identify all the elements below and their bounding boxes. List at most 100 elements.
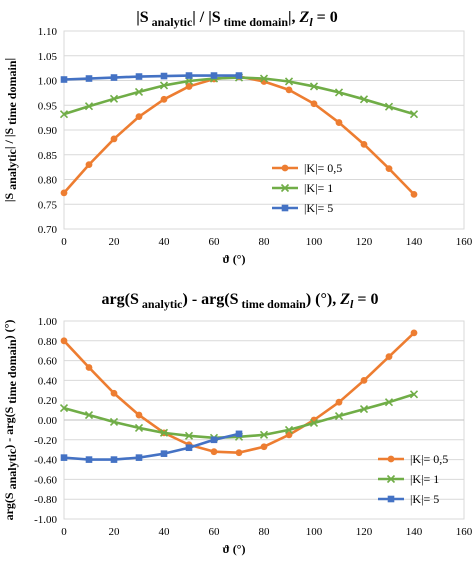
data-point (135, 454, 143, 461)
chart-title: arg(S analytic) - arg(S time domain) (°)… (102, 291, 379, 311)
data-point (160, 72, 168, 80)
data-point (360, 377, 368, 384)
y-tick-label: 0.00 (38, 415, 58, 427)
data-point (85, 456, 93, 463)
data-point (60, 454, 68, 461)
data-point (59, 404, 69, 413)
x-tick-label: 120 (356, 236, 373, 248)
title-part: time domain (5, 60, 19, 128)
chart-1: |S analytic| / |S time domain|, Zl = 00.… (2, 9, 473, 266)
data-point (285, 86, 293, 94)
x-tick-label: 0 (61, 236, 67, 248)
y-tick-label: 0.85 (38, 150, 58, 162)
title-part: | (2, 58, 16, 61)
data-point (334, 411, 344, 421)
title-part: ) (°) (2, 320, 16, 340)
x-tick-label: 100 (306, 526, 323, 538)
title-part: analytic (149, 15, 193, 29)
legend: |K|= 0,5 |K|= 1 |K|= 5 (272, 161, 342, 215)
title-part: | / |S (192, 9, 220, 26)
data-point (210, 448, 218, 456)
data-point (210, 436, 218, 444)
data-point (84, 102, 94, 111)
x-tick-label: 40 (159, 526, 171, 538)
legend-marker (280, 183, 290, 193)
legend-label: |K|= 1 (304, 181, 333, 195)
y-axis-label: arg(S analytic) - arg(S time domain) (°) (2, 320, 19, 521)
data-point (109, 417, 119, 427)
data-point (84, 410, 94, 420)
title-part: = 0 (353, 291, 378, 308)
x-tick-label: 0 (61, 526, 67, 538)
title-part: |, (288, 9, 300, 26)
series-line (63, 75, 415, 196)
y-axis-label: |S analytic| / |S time domain| (2, 58, 19, 202)
data-point (110, 135, 118, 143)
legend-marker (281, 204, 289, 212)
x-tick-label: 140 (406, 526, 423, 538)
data-point (385, 353, 393, 361)
data-point (159, 81, 169, 90)
data-point (360, 140, 368, 148)
y-tick-label: -0.80 (34, 494, 57, 506)
y-tick-label: 1.10 (38, 26, 58, 38)
data-point (409, 390, 419, 399)
data-point (384, 102, 394, 111)
data-point (85, 161, 93, 169)
y-tick-label: 0.70 (38, 224, 58, 236)
title-part: ) - arg(S (2, 406, 16, 448)
data-point (185, 444, 193, 452)
legend-marker (387, 495, 395, 503)
x-tick-label: 80 (259, 526, 271, 538)
data-point (160, 95, 168, 103)
legend-marker (387, 455, 395, 463)
title-part: = 0 (313, 9, 338, 26)
y-tick-label: 0.80 (38, 336, 58, 348)
x-tick-label: 60 (209, 526, 221, 538)
x-tick-label: 100 (306, 236, 323, 248)
y-tick-label: 1.05 (38, 51, 58, 63)
legend: |K|= 0,5 |K|= 1 |K|= 5 (378, 452, 448, 506)
y-tick-label: -0.40 (34, 455, 57, 467)
data-point (185, 72, 193, 79)
title-part: |S (136, 9, 149, 26)
y-tick-label: 0.40 (38, 375, 58, 387)
data-point (135, 73, 143, 80)
data-point (134, 423, 144, 432)
data-point (384, 398, 394, 407)
title-part: time domain (239, 297, 307, 311)
data-point (60, 189, 68, 197)
data-point (409, 110, 419, 119)
title-part: | / |S (2, 128, 16, 150)
title-part: Z (299, 9, 310, 26)
title-part: arg(S (102, 291, 139, 308)
data-point (309, 418, 319, 428)
legend-label: |K|= 5 (304, 201, 333, 215)
data-point (259, 430, 269, 439)
data-point (259, 74, 269, 83)
data-point (359, 405, 369, 414)
title-part: analytic (5, 148, 19, 192)
title-part: ) - arg(S (183, 291, 239, 308)
data-point (160, 450, 168, 457)
title-part: analytic (139, 297, 183, 311)
x-axis-label: ϑ (°) (223, 542, 246, 556)
data-point (359, 95, 369, 104)
data-point (310, 100, 318, 108)
title-part: Z (339, 291, 350, 308)
data-point (185, 83, 193, 90)
y-tick-label: 0.75 (38, 199, 58, 211)
title-part: |S (2, 193, 16, 203)
data-point (60, 76, 68, 83)
legend-label: |K|= 0,5 (410, 452, 448, 466)
y-tick-label: -0.20 (34, 435, 57, 447)
data-point (335, 119, 343, 126)
data-point (285, 431, 293, 439)
x-tick-label: 20 (109, 526, 121, 538)
data-point (260, 443, 268, 451)
data-point (135, 113, 143, 121)
x-axis-label: ϑ (°) (223, 252, 246, 266)
x-tick-label: 160 (456, 236, 473, 248)
data-point (109, 94, 119, 103)
